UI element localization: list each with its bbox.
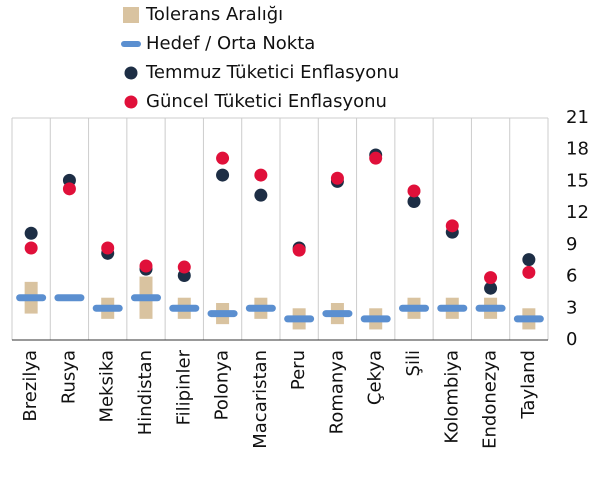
inflation-dot — [484, 281, 498, 295]
target-mark — [54, 294, 85, 302]
inflation-dot — [407, 184, 421, 198]
x-tick-label: Peru — [288, 350, 309, 390]
legend-label: Tolerans Aralığı — [145, 4, 283, 25]
target-mark — [399, 304, 429, 312]
y-tick-label: 12 — [566, 202, 589, 223]
x-tick-label: Hindistan — [135, 350, 156, 435]
legend-swatch — [124, 66, 138, 80]
y-tick-label: 9 — [566, 234, 577, 255]
x-tick-label: Polonya — [212, 350, 233, 420]
inflation-dot — [62, 182, 76, 196]
inflation-dot — [407, 195, 421, 209]
inflation-dot — [216, 151, 230, 165]
inflation-dot — [522, 253, 536, 267]
inflation-dot — [369, 151, 383, 165]
y-tick-label: 3 — [566, 297, 577, 318]
inflation-dot — [101, 241, 115, 255]
y-tick-label: 15 — [566, 170, 589, 191]
target-mark — [322, 310, 353, 318]
target-mark — [284, 315, 315, 323]
inflation-dot — [254, 168, 268, 182]
x-tick-label: Romanya — [326, 350, 347, 434]
target-mark — [92, 304, 123, 312]
inflation-dot — [484, 271, 498, 285]
x-tick-label: Meksika — [97, 350, 118, 423]
target-mark — [131, 294, 161, 302]
legend-swatch — [123, 7, 139, 23]
inflation-dot — [216, 168, 230, 182]
y-tick-label: 21 — [566, 107, 589, 128]
inflation-dot — [177, 260, 191, 274]
y-tick-label: 0 — [566, 329, 577, 350]
inflation-dot — [292, 243, 306, 257]
target-mark — [360, 315, 391, 323]
legend-label: Temmuz Tüketici Enflasyonu — [145, 62, 399, 83]
x-tick-label: Filipinler — [173, 349, 194, 425]
x-tick-label: Endonezya — [480, 350, 501, 449]
inflation-dot — [522, 265, 536, 279]
inflation-dot — [445, 219, 459, 233]
y-tick-label: 6 — [566, 266, 577, 287]
target-mark — [475, 304, 506, 312]
x-tick-label: Kolombiya — [441, 350, 462, 444]
target-mark — [169, 304, 200, 312]
legend-label: Güncel Tüketici Enflasyonu — [146, 91, 387, 112]
target-mark — [245, 304, 276, 312]
inflation-dot — [254, 188, 268, 202]
target-mark — [513, 315, 544, 323]
x-tick-label: Macaristan — [250, 350, 271, 449]
inflation-dot — [24, 241, 38, 255]
inflation-dot — [330, 171, 344, 185]
y-tick-label: 18 — [566, 139, 589, 160]
x-tick-label: Tayland — [518, 350, 539, 420]
inflation-dot — [24, 226, 38, 240]
inflation-dot — [139, 259, 153, 273]
legend-label: Hedef / Orta Nokta — [146, 33, 315, 54]
x-tick-label: Rusya — [58, 350, 79, 404]
legend-swatch — [121, 41, 141, 47]
x-tick-label: Çekya — [365, 350, 386, 405]
target-mark — [437, 304, 468, 312]
target-mark — [16, 294, 47, 302]
legend-swatch — [124, 95, 138, 109]
x-tick-label: Brezilya — [20, 350, 41, 422]
x-tick-label: Şili — [403, 350, 424, 376]
target-mark — [207, 310, 238, 318]
